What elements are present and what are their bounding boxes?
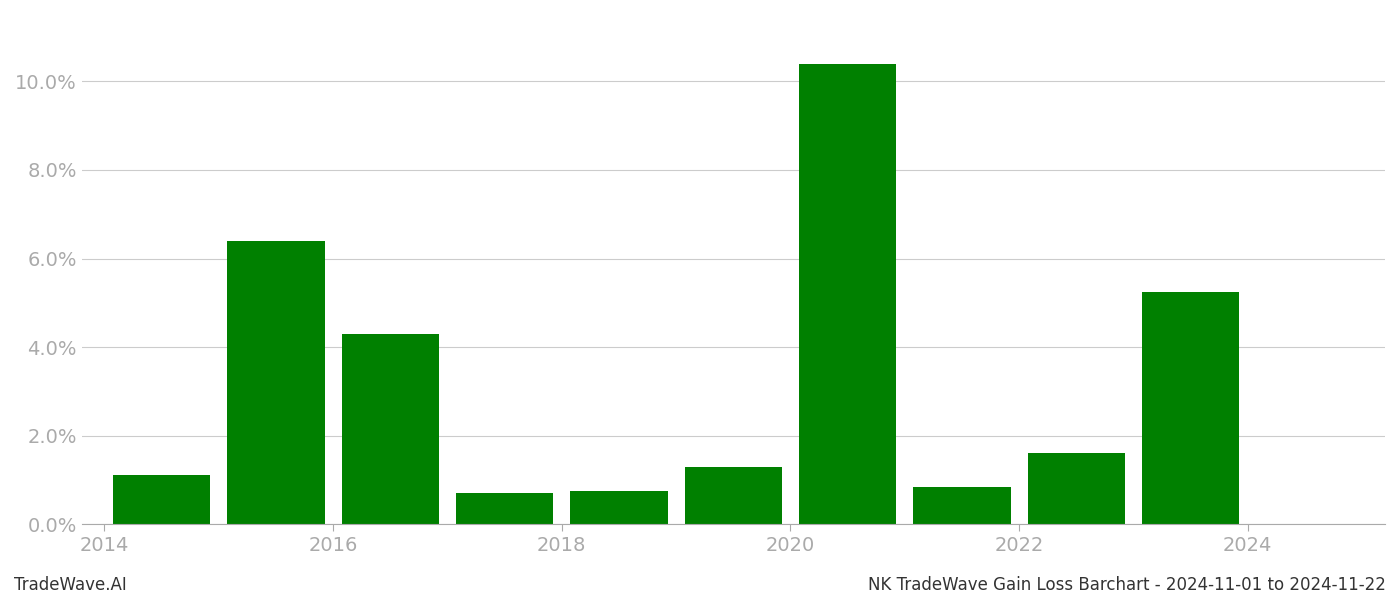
Bar [456, 493, 553, 524]
Bar [1142, 292, 1239, 524]
Bar [1028, 454, 1124, 524]
Bar [342, 334, 438, 524]
Text: TradeWave.AI: TradeWave.AI [14, 576, 127, 594]
Text: NK TradeWave Gain Loss Barchart - 2024-11-01 to 2024-11-22: NK TradeWave Gain Loss Barchart - 2024-1… [868, 576, 1386, 594]
Bar [685, 467, 781, 524]
Bar [913, 487, 1011, 524]
Bar [227, 241, 325, 524]
Bar [799, 64, 896, 524]
Bar [570, 491, 668, 524]
Bar [113, 475, 210, 524]
